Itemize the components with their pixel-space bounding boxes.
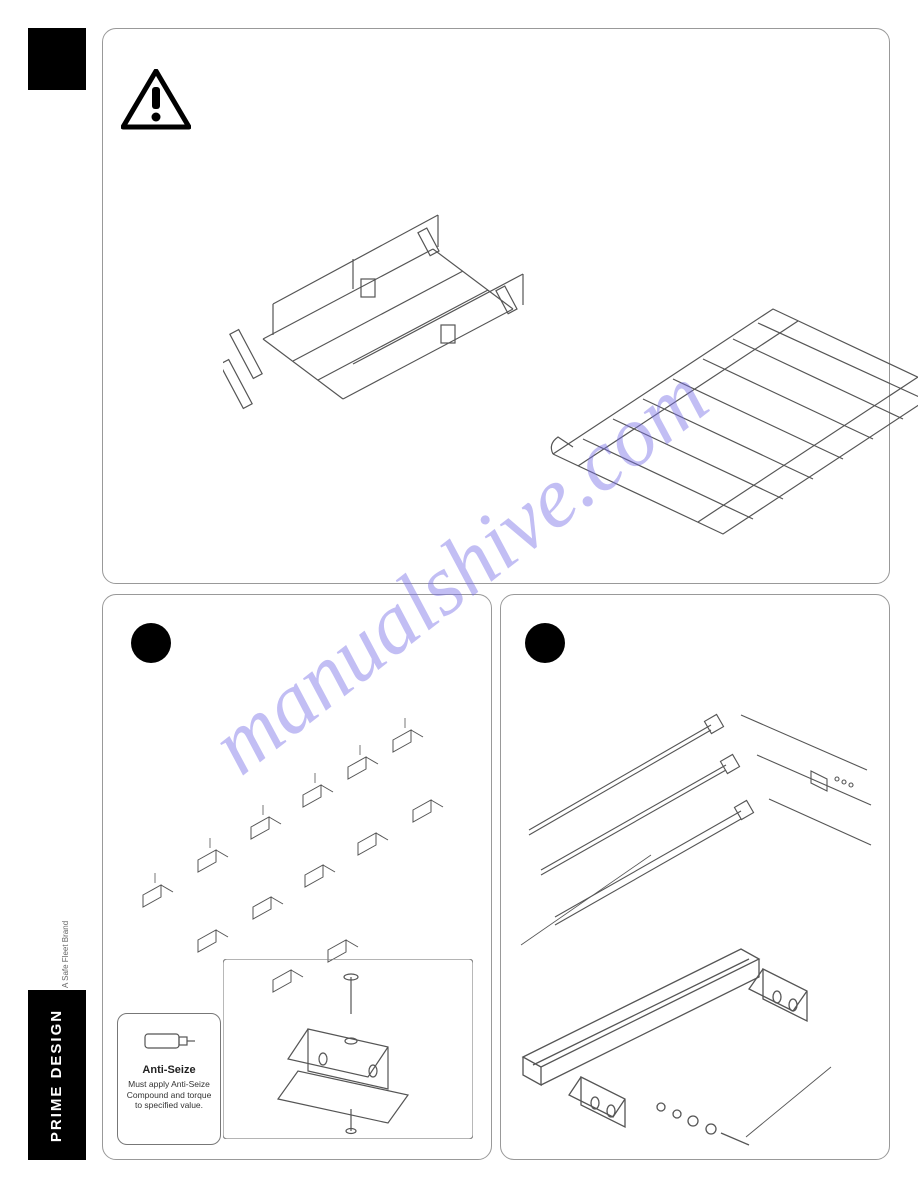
brand-tagline: A Safe Fleet Brand — [61, 921, 70, 988]
panel-overview — [102, 28, 890, 584]
rails-overview — [511, 695, 881, 955]
panel-step-1: Anti-Seize Must apply Anti-Seize Compoun… — [102, 594, 492, 1160]
warning-icon — [121, 69, 191, 131]
brand-name: PRIME DESIGN — [49, 1008, 66, 1141]
anti-seize-tube-icon — [139, 1024, 199, 1058]
step-marker — [131, 623, 171, 663]
anti-seize-body: Must apply Anti-Seize Compound and torqu… — [122, 1079, 216, 1111]
panel-step-2 — [500, 594, 890, 1160]
rail-detail — [511, 937, 881, 1147]
step-marker — [525, 623, 565, 663]
brand-block: PRIME DESIGN — [28, 990, 86, 1160]
sidebar-top-block — [28, 28, 86, 90]
anti-seize-title: Anti-Seize — [122, 1064, 216, 1076]
anti-seize-callout: Anti-Seize Must apply Anti-Seize Compoun… — [117, 1013, 221, 1145]
bracket-detail — [223, 959, 473, 1139]
rack-diagram-right — [523, 249, 918, 569]
left-sidebar: PRIME DESIGN A Safe Fleet Brand — [28, 0, 86, 1188]
